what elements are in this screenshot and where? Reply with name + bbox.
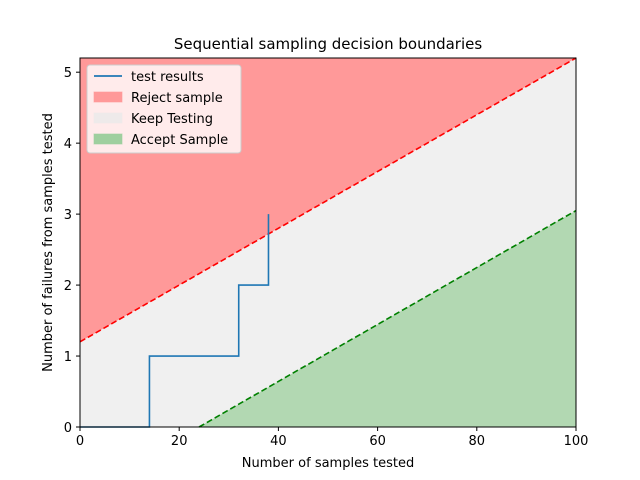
legend-box [86, 64, 242, 154]
boundary-lines [79, 57, 577, 428]
legend-marker-reject-sample [93, 91, 123, 103]
x-tick-label: 80 [469, 434, 486, 449]
y-tick-label: 0 [64, 421, 72, 436]
legend-label-reject-sample: Reject sample [131, 91, 223, 106]
y-tick-label: 3 [64, 208, 72, 223]
plot-frame [79, 57, 577, 428]
x-tick-label: 100 [564, 434, 589, 449]
x-tick-label: 0 [76, 434, 84, 449]
legend-marker-accept-sample [93, 133, 123, 145]
x-axis: 0 20 40 60 80 100 [76, 427, 589, 449]
x-axis-label: Number of samples tested [242, 456, 414, 471]
reject-boundary-line [79, 57, 577, 343]
accept-boundary-line [198, 209, 577, 428]
y-tick-label: 2 [64, 279, 72, 294]
y-tick-label: 1 [64, 350, 72, 365]
x-tick-label: 60 [369, 434, 386, 449]
legend-label-test-results: test results [131, 70, 204, 85]
y-tick-label: 5 [64, 66, 72, 81]
legend: test results Reject sample Keep Testing Acc… [86, 64, 242, 154]
legend-marker-keep-testing [93, 112, 123, 124]
legend-label-keep-testing: Keep Testing [131, 112, 213, 127]
y-axis: 0 1 2 3 4 5 [64, 66, 80, 436]
chart-title: Sequential sampling decision boundaries [174, 35, 483, 53]
legend-label-accept-sample: Accept Sample [131, 133, 228, 148]
x-tick-label: 40 [270, 434, 287, 449]
y-axis-label: Number of failures from samples tested [41, 113, 56, 372]
y-tick-label: 4 [64, 137, 72, 152]
x-tick-label: 20 [171, 434, 188, 449]
